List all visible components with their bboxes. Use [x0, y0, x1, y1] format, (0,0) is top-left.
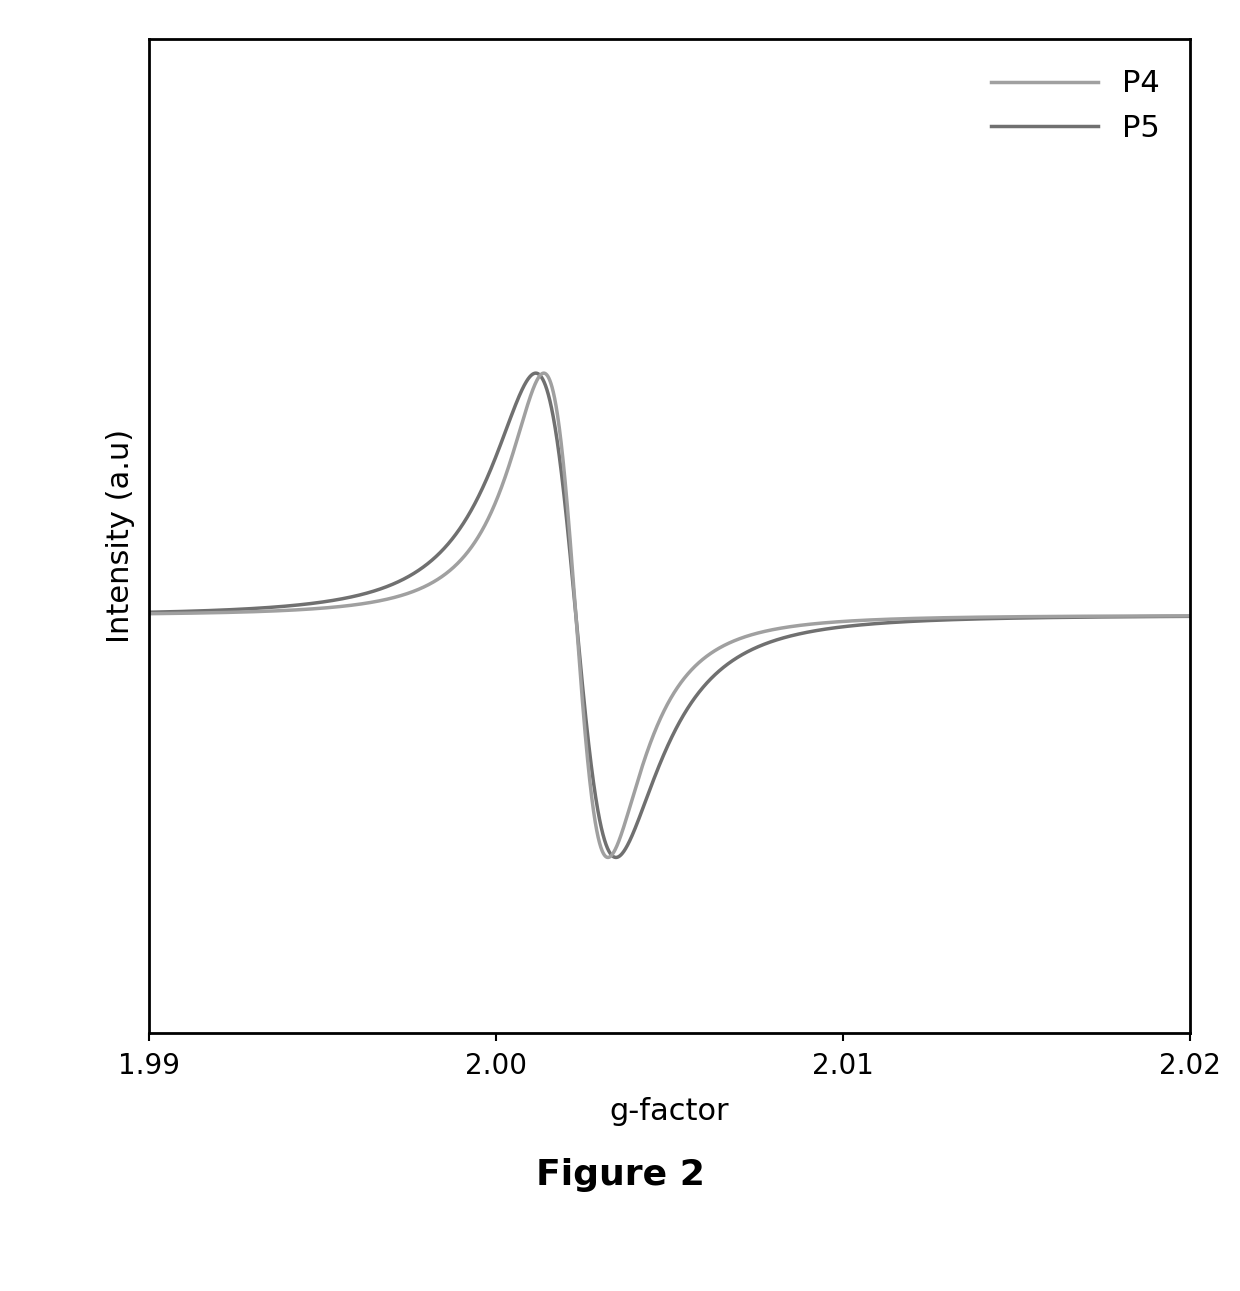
P4 [346, 598, 361, 613]
Line: P5: P5 [149, 373, 1190, 857]
P4 [537, 365, 552, 381]
P4 [1128, 608, 1143, 624]
X-axis label: g-factor: g-factor [610, 1097, 729, 1126]
Line: P4: P4 [149, 373, 1190, 857]
Text: Figure 2: Figure 2 [536, 1158, 704, 1192]
P4 [1183, 608, 1198, 624]
P5 [528, 365, 543, 381]
P5 [1128, 609, 1143, 625]
P5 [146, 604, 161, 620]
P4 [146, 605, 161, 621]
P5 [203, 603, 218, 618]
P4 [203, 605, 218, 621]
P4 [141, 605, 156, 621]
P5 [141, 604, 156, 620]
P5 [651, 760, 666, 776]
P4 [185, 605, 200, 621]
P5 [346, 589, 361, 604]
Legend: P4, P5: P4, P5 [976, 54, 1176, 158]
P5 [185, 603, 200, 618]
P4 [651, 715, 666, 731]
P4 [600, 849, 615, 865]
P5 [609, 849, 624, 865]
Y-axis label: Intensity (a.u): Intensity (a.u) [105, 429, 135, 643]
P5 [1183, 608, 1198, 624]
